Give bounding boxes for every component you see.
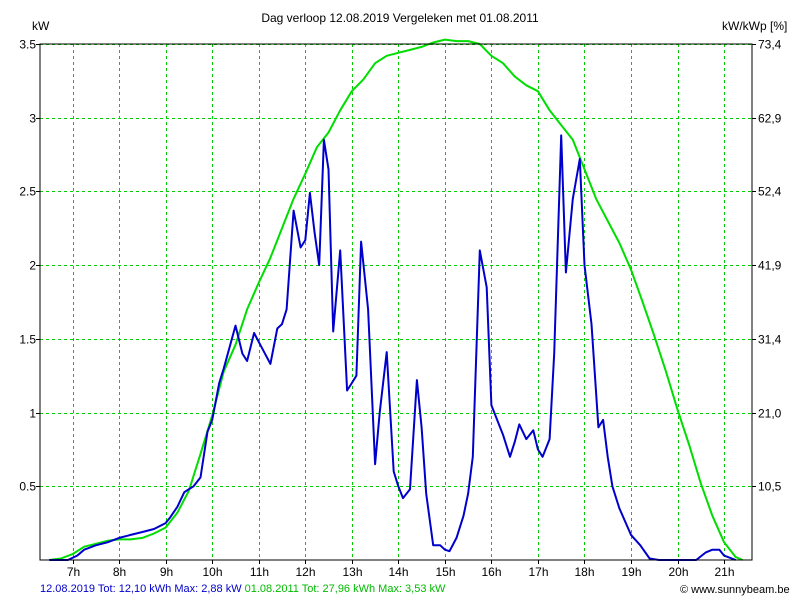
footer-legend: 12.08.2019 Tot: 12,10 kWh Max: 2,88 kW 0… bbox=[40, 583, 445, 595]
x-tick-label: 10h bbox=[202, 565, 222, 579]
y-tick-label-right: 21,0 bbox=[758, 407, 782, 421]
x-tick-label: 21h bbox=[714, 565, 734, 579]
legend-series1: 12.08.2019 Tot: 12,10 kWh Max: 2,88 kW bbox=[40, 583, 242, 595]
y-tick-label-left: 0.5 bbox=[19, 480, 36, 494]
x-tick-label: 14h bbox=[388, 565, 408, 579]
series-lines bbox=[49, 38, 744, 561]
series-line-01.08.2011 bbox=[49, 38, 744, 561]
y-tick-label-right: 41,9 bbox=[758, 259, 782, 273]
x-tick-label: 19h bbox=[621, 565, 641, 579]
y-tick-label-right: 10,5 bbox=[758, 480, 782, 494]
y-tick-label-left: 2 bbox=[29, 259, 36, 273]
y-axis-left-label: kW bbox=[32, 19, 50, 33]
x-tick-label: 20h bbox=[668, 565, 688, 579]
credit-text: © www.sunnybeam.be bbox=[680, 584, 790, 596]
y-tick-label-left: 1 bbox=[29, 407, 36, 421]
x-tick-label: 18h bbox=[574, 565, 594, 579]
x-tick-label: 12h bbox=[295, 565, 315, 579]
x-tick-label: 8h bbox=[113, 565, 126, 579]
series-line-12.08.2019 bbox=[49, 134, 737, 561]
legend-series2: 01.08.2011 Tot: 27,96 kWh Max: 3,53 kW bbox=[244, 583, 446, 595]
x-tick-label: 7h bbox=[67, 565, 80, 579]
x-tick-label: 13h bbox=[342, 565, 362, 579]
y-tick-label-right: 73,4 bbox=[758, 38, 782, 52]
x-tick-label: 17h bbox=[528, 565, 548, 579]
y-tick-label-left: 3 bbox=[29, 112, 36, 126]
y-tick-label-left: 1.5 bbox=[19, 333, 36, 347]
x-tick-label: 15h bbox=[435, 565, 455, 579]
x-tick-label: 9h bbox=[160, 565, 173, 579]
chart-title: Dag verloop 12.08.2019 Vergeleken met 01… bbox=[261, 11, 539, 25]
plot-background bbox=[40, 44, 752, 560]
y-tick-label-right: 52,4 bbox=[758, 185, 782, 199]
x-tick-label: 16h bbox=[481, 565, 501, 579]
y-tick-label-left: 2.5 bbox=[19, 185, 36, 199]
y-tick-label-left: 3.5 bbox=[19, 38, 36, 52]
y-tick-label-right: 31,4 bbox=[758, 333, 782, 347]
x-tick-label: 11h bbox=[250, 565, 269, 579]
y-axis-right-label: kW/kWp [%] bbox=[722, 19, 788, 33]
axis-ticks: 7h 8h 9h 10h 11h 12h 13h 14h 15h 16h 17h 18h 19h 20h 2… bbox=[19, 38, 781, 580]
y-tick-label-right: 62,9 bbox=[758, 112, 782, 126]
plot-frame bbox=[39, 43, 753, 561]
